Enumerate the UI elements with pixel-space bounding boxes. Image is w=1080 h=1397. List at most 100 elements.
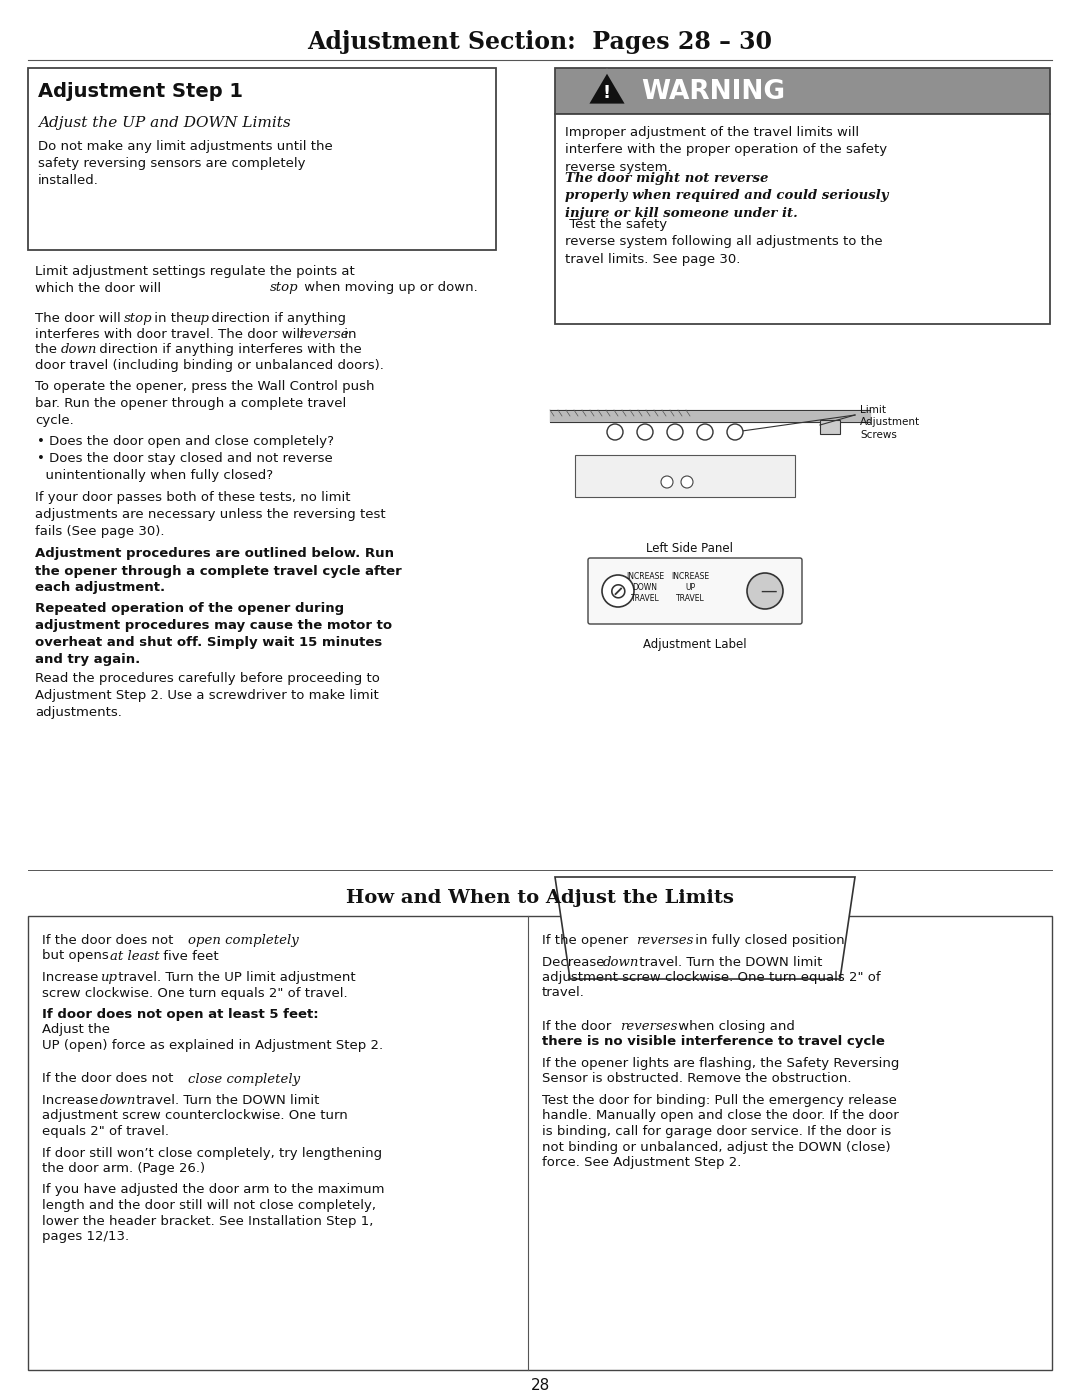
Text: direction if anything interferes with the: direction if anything interferes with th…: [95, 344, 362, 356]
Text: If the opener lights are flashing, the Safety Reversing: If the opener lights are flashing, the S…: [542, 1058, 900, 1070]
Text: Adjustment procedures are outlined below. Run
the opener through a complete trav: Adjustment procedures are outlined below…: [35, 548, 402, 595]
Text: lower the header bracket. See Installation Step 1,: lower the header bracket. See Installati…: [42, 1214, 374, 1228]
Text: in the: in the: [150, 312, 197, 326]
Text: not binding or unbalanced, adjust the DOWN (close): not binding or unbalanced, adjust the DO…: [542, 1140, 891, 1154]
Text: If your door passes both of these tests, no limit
adjustments are necessary unle: If your door passes both of these tests,…: [35, 490, 386, 538]
Text: reverses: reverses: [620, 1020, 677, 1032]
Text: close completely: close completely: [188, 1073, 300, 1085]
Text: If door does not open at least 5 feet:: If door does not open at least 5 feet:: [42, 1009, 323, 1021]
Text: down: down: [60, 344, 97, 356]
Text: Decrease: Decrease: [542, 956, 609, 968]
Text: screw clockwise. One turn equals 2" of travel.: screw clockwise. One turn equals 2" of t…: [42, 986, 348, 999]
Circle shape: [681, 476, 693, 488]
Text: in fully closed position: in fully closed position: [691, 935, 845, 947]
Text: in: in: [340, 327, 356, 341]
Text: !: !: [603, 84, 611, 102]
Circle shape: [661, 476, 673, 488]
Text: the door arm. (Page 26.): the door arm. (Page 26.): [42, 1162, 205, 1175]
Text: Increase: Increase: [42, 971, 103, 983]
Text: reverses: reverses: [636, 935, 693, 947]
Text: stop: stop: [124, 312, 152, 326]
Text: Adjust the UP and DOWN Limits: Adjust the UP and DOWN Limits: [38, 116, 291, 130]
Text: down: down: [100, 1094, 136, 1106]
Text: Test the door for binding: Pull the emergency release: Test the door for binding: Pull the emer…: [542, 1094, 896, 1106]
Text: UP (open) force as explained in Adjustment Step 2.: UP (open) force as explained in Adjustme…: [42, 1039, 383, 1052]
Text: length and the door still will not close completely,: length and the door still will not close…: [42, 1199, 376, 1213]
Text: but opens: but opens: [42, 950, 113, 963]
Text: Adjustment Label: Adjustment Label: [644, 638, 746, 651]
Text: • Does the door stay closed and not reverse
  unintentionally when fully closed?: • Does the door stay closed and not reve…: [37, 453, 333, 482]
Text: Adjustment Step 1: Adjustment Step 1: [38, 82, 243, 101]
Text: handle. Manually open and close the door. If the door: handle. Manually open and close the door…: [542, 1109, 899, 1123]
Text: INCREASE
DOWN
TRAVEL: INCREASE DOWN TRAVEL: [626, 571, 664, 604]
Text: equals 2" of travel.: equals 2" of travel.: [42, 1125, 168, 1139]
Text: Repeated operation of the opener during
adjustment procedures may cause the moto: Repeated operation of the opener during …: [35, 602, 392, 666]
Text: WARNING: WARNING: [642, 80, 785, 105]
Circle shape: [607, 425, 623, 440]
Text: Limit
Adjustment
Screws: Limit Adjustment Screws: [860, 405, 920, 440]
Text: Improper adjustment of the travel limits will
interfere with the proper operatio: Improper adjustment of the travel limits…: [565, 126, 887, 175]
Text: If the door: If the door: [542, 1020, 616, 1032]
Text: INCREASE
UP
TRAVEL: INCREASE UP TRAVEL: [671, 571, 710, 604]
Text: Test the safety
reverse system following all adjustments to the
travel limits. S: Test the safety reverse system following…: [565, 218, 882, 265]
FancyBboxPatch shape: [28, 916, 1052, 1370]
Text: force. See Adjustment Step 2.: force. See Adjustment Step 2.: [542, 1155, 741, 1169]
Text: when moving up or down.: when moving up or down.: [300, 281, 477, 293]
Text: adjustment screw clockwise. One turn equals 2" of: adjustment screw clockwise. One turn equ…: [542, 971, 880, 983]
Text: direction if anything: direction if anything: [207, 312, 346, 326]
Text: If door still won’t close completely, try lengthening: If door still won’t close completely, tr…: [42, 1147, 382, 1160]
Text: open completely: open completely: [188, 935, 299, 947]
Text: —: —: [760, 583, 778, 599]
Circle shape: [667, 425, 683, 440]
Text: is binding, call for garage door service. If the door is: is binding, call for garage door service…: [542, 1125, 891, 1139]
Polygon shape: [555, 877, 855, 979]
Text: If the opener: If the opener: [542, 935, 633, 947]
FancyBboxPatch shape: [588, 557, 802, 624]
Polygon shape: [588, 71, 627, 105]
Text: door travel (including binding or unbalanced doors).: door travel (including binding or unbala…: [35, 359, 383, 372]
Text: interferes with door travel. The door will: interferes with door travel. The door wi…: [35, 327, 308, 341]
Text: when closing and: when closing and: [674, 1020, 795, 1032]
Text: If the door does not: If the door does not: [42, 935, 177, 947]
FancyBboxPatch shape: [575, 455, 795, 497]
Text: at least: at least: [110, 950, 160, 963]
Text: up: up: [192, 312, 210, 326]
Text: Sensor is obstructed. Remove the obstruction.: Sensor is obstructed. Remove the obstruc…: [542, 1073, 851, 1085]
Text: travel. Turn the UP limit adjustment: travel. Turn the UP limit adjustment: [114, 971, 355, 983]
FancyBboxPatch shape: [555, 68, 1050, 115]
Text: The door will: The door will: [35, 312, 125, 326]
Text: Read the procedures carefully before proceeding to
Adjustment Step 2. Use a scre: Read the procedures carefully before pro…: [35, 672, 380, 719]
Text: How and When to Adjust the Limits: How and When to Adjust the Limits: [346, 888, 734, 907]
Text: the: the: [35, 344, 62, 356]
Text: Increase: Increase: [42, 1094, 103, 1106]
Text: If the door does not: If the door does not: [42, 1073, 177, 1085]
Text: Adjustment Section:  Pages 28 – 30: Adjustment Section: Pages 28 – 30: [308, 29, 772, 54]
Text: ⊘: ⊘: [609, 581, 627, 601]
Text: 28: 28: [530, 1377, 550, 1393]
Text: If you have adjusted the door arm to the maximum: If you have adjusted the door arm to the…: [42, 1183, 384, 1196]
Text: Limit adjustment settings regulate the points at
which the door will: Limit adjustment settings regulate the p…: [35, 265, 354, 295]
Circle shape: [747, 573, 783, 609]
Text: Left Side Panel: Left Side Panel: [647, 542, 733, 555]
Text: five feet: five feet: [159, 950, 218, 963]
Circle shape: [637, 425, 653, 440]
Circle shape: [602, 576, 634, 608]
Text: reverse: reverse: [298, 327, 349, 341]
Text: travel. Turn the DOWN limit: travel. Turn the DOWN limit: [635, 956, 822, 968]
FancyBboxPatch shape: [555, 115, 1050, 324]
Text: To operate the opener, press the Wall Control push
bar. Run the opener through a: To operate the opener, press the Wall Co…: [35, 380, 375, 427]
Text: • Does the door open and close completely?: • Does the door open and close completel…: [37, 434, 334, 447]
Text: up: up: [100, 971, 117, 983]
Text: there is no visible interference to travel cycle: there is no visible interference to trav…: [542, 1035, 885, 1049]
Circle shape: [697, 425, 713, 440]
Text: Adjust the: Adjust the: [42, 1024, 110, 1037]
Polygon shape: [550, 409, 870, 422]
FancyBboxPatch shape: [820, 420, 840, 434]
Text: travel.: travel.: [542, 986, 585, 999]
Text: pages 12/13.: pages 12/13.: [42, 1229, 130, 1243]
Text: The door might not reverse
properly when required and could seriously
injure or : The door might not reverse properly when…: [565, 172, 889, 219]
Text: stop: stop: [270, 281, 299, 293]
Text: travel. Turn the DOWN limit: travel. Turn the DOWN limit: [132, 1094, 320, 1106]
FancyBboxPatch shape: [28, 68, 496, 250]
Text: down: down: [603, 956, 639, 968]
